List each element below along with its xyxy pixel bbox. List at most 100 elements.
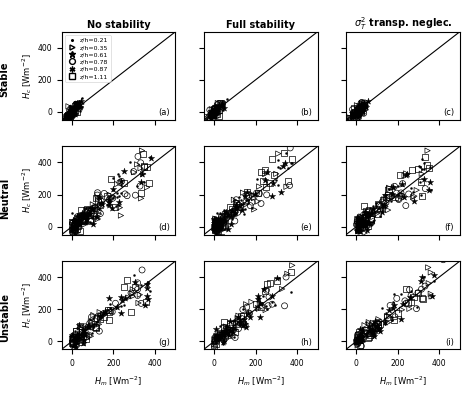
Point [237, 201, 244, 208]
Point [253, 176, 261, 183]
Point [363, 221, 371, 227]
Point [89, 212, 97, 219]
Point [67, 114, 74, 121]
Point [213, 219, 220, 225]
Point [273, 274, 281, 281]
Point [361, 329, 368, 335]
Point [276, 175, 284, 181]
Point [220, 219, 228, 225]
Point [210, 110, 217, 117]
Y-axis label: $H_c$ [Wm$^{-2}$]: $H_c$ [Wm$^{-2}$] [20, 282, 35, 328]
Title: No stability: No stability [87, 19, 150, 30]
Point [137, 282, 145, 288]
Point [94, 197, 102, 204]
Point [420, 166, 428, 172]
Point [368, 220, 376, 226]
Point [211, 108, 219, 114]
Point [358, 99, 365, 106]
Point [383, 313, 391, 319]
Point [379, 197, 386, 203]
Point [72, 216, 79, 222]
Point [101, 307, 109, 314]
Point [355, 337, 363, 343]
Point [362, 102, 369, 108]
Point [237, 205, 245, 211]
Point [419, 192, 426, 198]
Point [123, 277, 131, 283]
Point [69, 230, 77, 236]
Point [428, 177, 435, 183]
Point [218, 216, 225, 222]
Point [75, 105, 83, 111]
Point [110, 193, 118, 199]
Point [143, 184, 151, 191]
Point [92, 195, 100, 201]
Point [397, 190, 405, 196]
Point [69, 109, 77, 116]
Point [352, 108, 359, 115]
Point [121, 295, 128, 302]
Point [70, 106, 77, 112]
Point [257, 304, 264, 310]
Point [137, 165, 145, 172]
Text: Unstable: Unstable [0, 293, 10, 342]
Point [139, 170, 146, 177]
Point [73, 333, 81, 340]
Point [69, 229, 76, 236]
Point [80, 334, 88, 340]
Point [69, 339, 76, 345]
Point [419, 296, 427, 302]
Point [224, 328, 231, 335]
Point [358, 218, 366, 225]
Point [107, 307, 114, 314]
Point [394, 195, 402, 202]
Point [255, 190, 263, 197]
Point [122, 167, 129, 173]
Point [72, 101, 80, 108]
Point [94, 195, 102, 201]
Point [215, 220, 223, 226]
Point [216, 227, 223, 233]
Point [88, 212, 95, 218]
Point [370, 332, 377, 339]
Point [232, 204, 240, 210]
Point [70, 222, 78, 229]
Point [210, 110, 218, 117]
Point [69, 228, 76, 235]
Point [353, 222, 360, 228]
Point [354, 110, 361, 116]
Point [97, 314, 104, 321]
Point [350, 111, 357, 117]
Point [360, 221, 367, 227]
Point [105, 309, 112, 315]
Point [88, 210, 96, 216]
Point [218, 101, 226, 107]
Point [220, 213, 228, 219]
Point [64, 117, 71, 123]
Point [70, 217, 77, 224]
Point [214, 217, 222, 224]
Point [359, 103, 366, 110]
Point [210, 110, 217, 117]
Point [354, 332, 362, 339]
Point [232, 201, 240, 208]
Point [214, 337, 222, 343]
Point [355, 219, 362, 225]
Point [254, 306, 262, 312]
Legend: z/h=0.21, z/h=0.35, z/h=0.61, z/h=0.78, z/h=0.87, z/h=1.11: z/h=0.21, z/h=0.35, z/h=0.61, z/h=0.78, … [65, 35, 110, 81]
Point [380, 318, 388, 325]
Point [210, 114, 217, 120]
Point [76, 330, 84, 336]
Point [109, 200, 117, 206]
Point [100, 310, 107, 317]
Point [274, 164, 282, 170]
Point [365, 331, 372, 337]
Point [263, 192, 271, 198]
Point [82, 220, 90, 226]
Point [213, 111, 221, 117]
Point [368, 322, 375, 328]
Point [242, 202, 249, 208]
Point [67, 113, 75, 119]
Point [357, 215, 365, 222]
Point [353, 226, 361, 233]
